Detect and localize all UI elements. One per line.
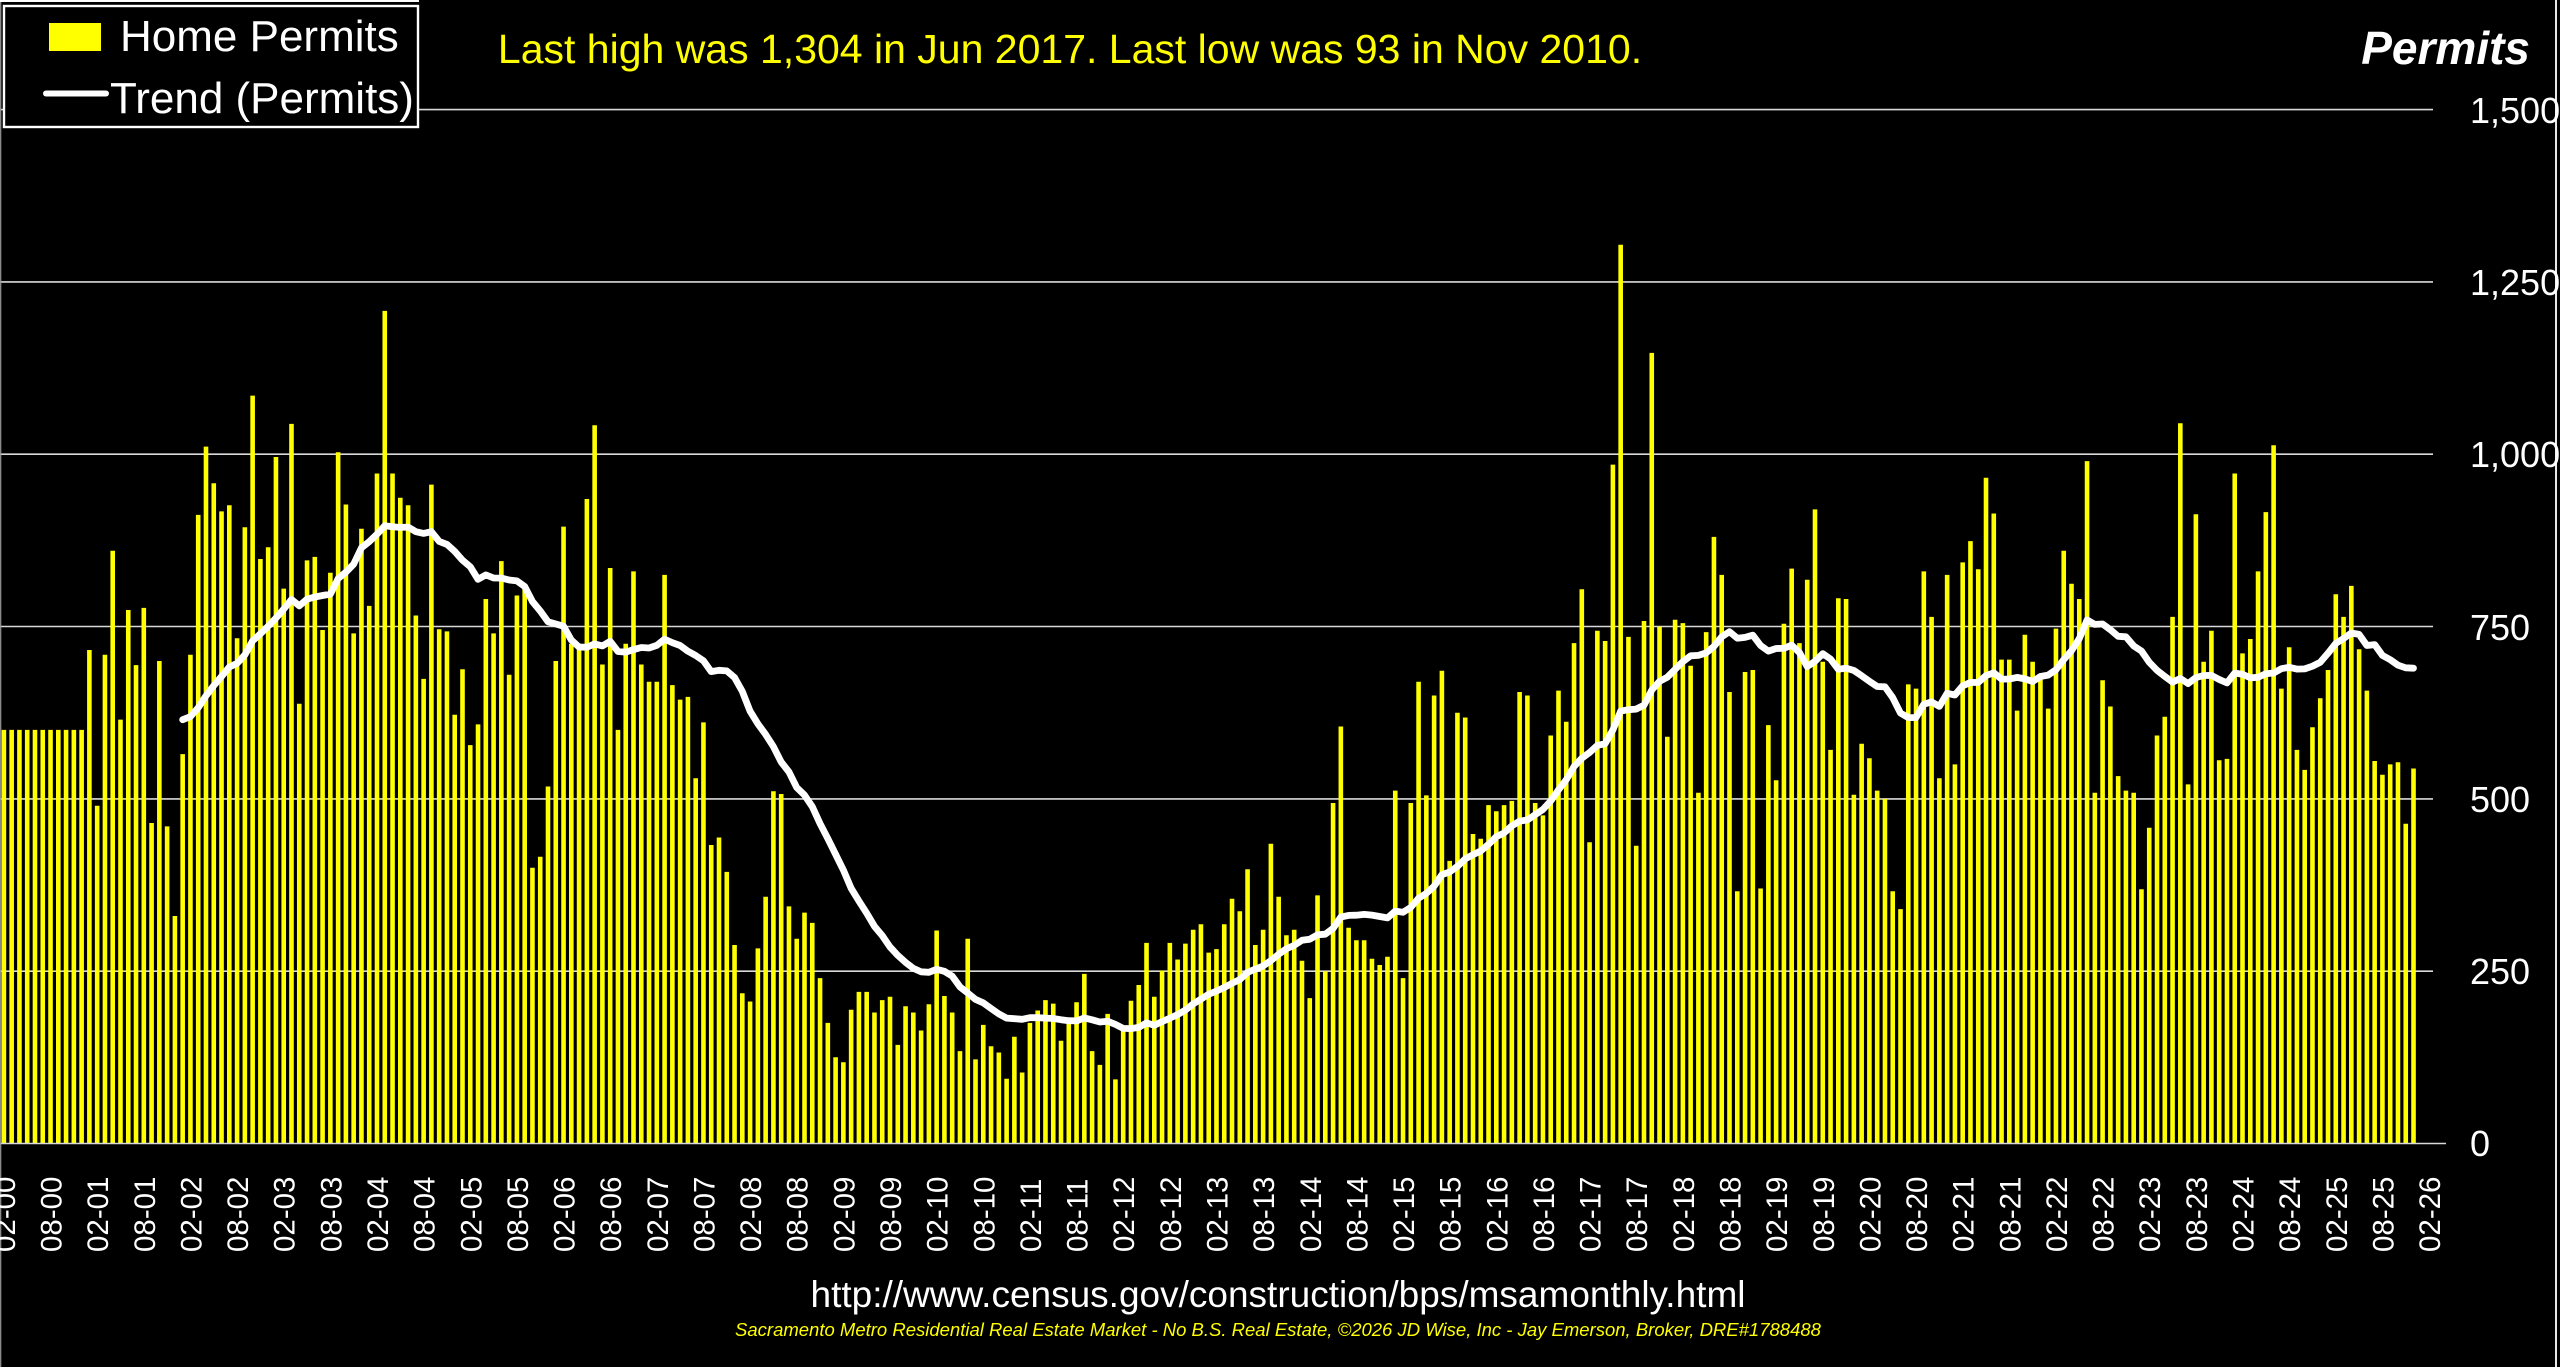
svg-text:02-12: 02-12 xyxy=(1108,1177,1141,1252)
svg-text:http://www.census.gov/construc: http://www.census.gov/construction/bps/m… xyxy=(811,1274,1746,1315)
svg-text:02-10: 02-10 xyxy=(922,1177,955,1252)
svg-text:1,500: 1,500 xyxy=(2470,90,2560,131)
svg-text:08-25: 08-25 xyxy=(2367,1177,2400,1252)
svg-text:02-14: 02-14 xyxy=(1295,1177,1328,1252)
svg-text:08-05: 08-05 xyxy=(502,1177,535,1252)
svg-text:08-24: 08-24 xyxy=(2274,1177,2307,1252)
svg-text:1,000: 1,000 xyxy=(2470,434,2560,475)
svg-text:08-22: 08-22 xyxy=(2088,1177,2121,1252)
svg-text:08-23: 08-23 xyxy=(2181,1177,2214,1252)
svg-text:08-02: 08-02 xyxy=(222,1177,255,1252)
svg-text:08-07: 08-07 xyxy=(689,1177,722,1252)
svg-text:0: 0 xyxy=(2470,1123,2490,1164)
svg-text:02-09: 02-09 xyxy=(828,1177,861,1252)
svg-text:02-01: 02-01 xyxy=(82,1177,115,1252)
svg-text:08-20: 08-20 xyxy=(1901,1177,1934,1252)
svg-text:02-11: 02-11 xyxy=(1015,1179,1048,1252)
svg-text:08-21: 08-21 xyxy=(1994,1177,2027,1252)
svg-text:02-24: 02-24 xyxy=(2228,1177,2261,1252)
svg-text:02-26: 02-26 xyxy=(2414,1177,2447,1252)
svg-text:08-01: 08-01 xyxy=(129,1177,162,1252)
svg-text:02-02: 02-02 xyxy=(175,1177,208,1252)
svg-text:08-10: 08-10 xyxy=(968,1177,1001,1252)
svg-text:02-25: 02-25 xyxy=(2321,1177,2354,1252)
svg-text:08-08: 08-08 xyxy=(782,1177,815,1252)
svg-text:08-11: 08-11 xyxy=(1062,1179,1095,1252)
svg-text:08-15: 08-15 xyxy=(1435,1177,1468,1252)
svg-text:08-13: 08-13 xyxy=(1248,1177,1281,1252)
svg-text:Permits: Permits xyxy=(2361,22,2530,74)
svg-text:08-17: 08-17 xyxy=(1621,1177,1654,1252)
svg-text:08-09: 08-09 xyxy=(875,1177,908,1252)
svg-text:08-14: 08-14 xyxy=(1341,1177,1374,1252)
svg-text:02-15: 02-15 xyxy=(1388,1177,1421,1252)
svg-text:08-03: 08-03 xyxy=(315,1177,348,1252)
svg-text:02-07: 02-07 xyxy=(642,1177,675,1252)
svg-text:08-04: 08-04 xyxy=(409,1177,442,1252)
svg-text:08-16: 08-16 xyxy=(1528,1177,1561,1252)
svg-text:Home Permits: Home Permits xyxy=(120,12,399,61)
svg-text:02-00: 02-00 xyxy=(0,1177,22,1252)
svg-text:02-05: 02-05 xyxy=(455,1177,488,1252)
svg-text:02-19: 02-19 xyxy=(1761,1177,1794,1252)
svg-text:02-17: 02-17 xyxy=(1575,1177,1608,1252)
svg-text:02-16: 02-16 xyxy=(1481,1177,1514,1252)
svg-text:02-22: 02-22 xyxy=(2041,1177,2074,1252)
svg-text:08-18: 08-18 xyxy=(1715,1177,1748,1252)
svg-text:500: 500 xyxy=(2470,779,2530,820)
svg-text:02-13: 02-13 xyxy=(1202,1177,1235,1252)
svg-text:02-03: 02-03 xyxy=(269,1177,302,1252)
svg-text:08-19: 08-19 xyxy=(1808,1177,1841,1252)
svg-text:02-04: 02-04 xyxy=(362,1177,395,1252)
svg-text:02-18: 02-18 xyxy=(1668,1177,1701,1252)
svg-text:02-21: 02-21 xyxy=(1948,1177,1981,1252)
svg-text:08-06: 08-06 xyxy=(595,1177,628,1252)
svg-text:250: 250 xyxy=(2470,951,2530,992)
svg-text:02-06: 02-06 xyxy=(549,1177,582,1252)
svg-text:1,250: 1,250 xyxy=(2470,262,2560,303)
svg-text:Last high was 1,304 in Jun 201: Last high was 1,304 in Jun 2017. Last lo… xyxy=(498,26,1642,72)
svg-text:02-20: 02-20 xyxy=(1854,1177,1887,1252)
svg-text:Sacramento Metro Residential R: Sacramento Metro Residential Real Estate… xyxy=(735,1319,1822,1340)
svg-text:02-23: 02-23 xyxy=(2134,1177,2167,1252)
svg-text:08-12: 08-12 xyxy=(1155,1177,1188,1252)
svg-text:750: 750 xyxy=(2470,607,2530,648)
svg-text:02-08: 02-08 xyxy=(735,1177,768,1252)
svg-text:Trend (Permits): Trend (Permits) xyxy=(110,74,414,123)
svg-text:08-00: 08-00 xyxy=(36,1177,69,1252)
